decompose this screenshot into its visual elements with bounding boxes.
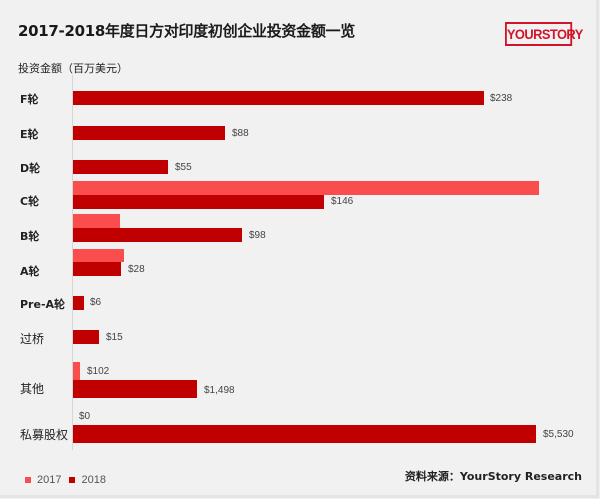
category-label-other: 其他 xyxy=(20,382,45,396)
category-label-b: B轮 xyxy=(20,230,40,243)
category-label-pre-a: Pre-A轮 xyxy=(20,298,66,311)
category-label-e: E轮 xyxy=(20,128,39,141)
category-label-bridge: 过桥 xyxy=(20,332,45,346)
category-label-private-equity: 私募股权 xyxy=(20,428,69,442)
bar-c-2018 xyxy=(73,195,324,209)
value-bridge-2018: $15 xyxy=(106,332,123,343)
chart-title: 2017-2018年度日方对印度初创企业投资金额一览 xyxy=(18,22,355,40)
legend-swatch-2018 xyxy=(69,477,76,483)
value-d-2018: $55 xyxy=(175,162,192,173)
value-pe-2017: $0 xyxy=(79,411,91,422)
value-pre-a-2018: $6 xyxy=(90,297,102,308)
value-a-2018: $28 xyxy=(128,264,145,275)
value-c-2018: $146 xyxy=(331,196,354,207)
legend-swatch-2017 xyxy=(25,477,31,483)
category-label-a: A轮 xyxy=(20,265,40,278)
category-label-d: D轮 xyxy=(20,162,41,175)
bar-c-2017 xyxy=(73,181,539,195)
category-label-c: C轮 xyxy=(20,195,40,208)
value-f-2018: $238 xyxy=(490,93,513,104)
category-axis-line xyxy=(72,75,73,450)
category-label-f: F轮 xyxy=(20,93,39,106)
legend-label-2017: 2017 xyxy=(37,474,62,486)
bar-b-2017 xyxy=(73,214,120,228)
value-b-2018: $98 xyxy=(249,230,266,241)
value-pe-2018: $5,530 xyxy=(543,429,574,440)
bar-pe-2018 xyxy=(73,425,536,443)
bar-pre-a-2018 xyxy=(73,296,84,310)
value-other-2018: $1,498 xyxy=(204,385,235,396)
unit-label: 投资金额（百万美元） xyxy=(18,62,128,75)
bar-a-2018 xyxy=(73,262,121,276)
bar-bridge-2018 xyxy=(73,330,99,344)
bar-d-2018 xyxy=(73,160,168,174)
bar-other-2017 xyxy=(73,362,80,380)
yourstory-logo: YOURSTORY xyxy=(505,22,583,46)
value-e-2018: $88 xyxy=(232,128,249,139)
legend-label-2018: 2018 xyxy=(81,474,106,486)
bar-e-2018 xyxy=(73,126,225,140)
value-other-2017: $102 xyxy=(87,366,110,377)
bar-f-2018 xyxy=(73,91,484,105)
source-note: 资料来源：YourStory Research xyxy=(404,470,582,483)
bar-a-2017 xyxy=(73,249,124,262)
legend: 2017 2018 xyxy=(25,474,106,486)
bar-b-2018 xyxy=(73,228,242,242)
bar-other-2018 xyxy=(73,380,197,398)
